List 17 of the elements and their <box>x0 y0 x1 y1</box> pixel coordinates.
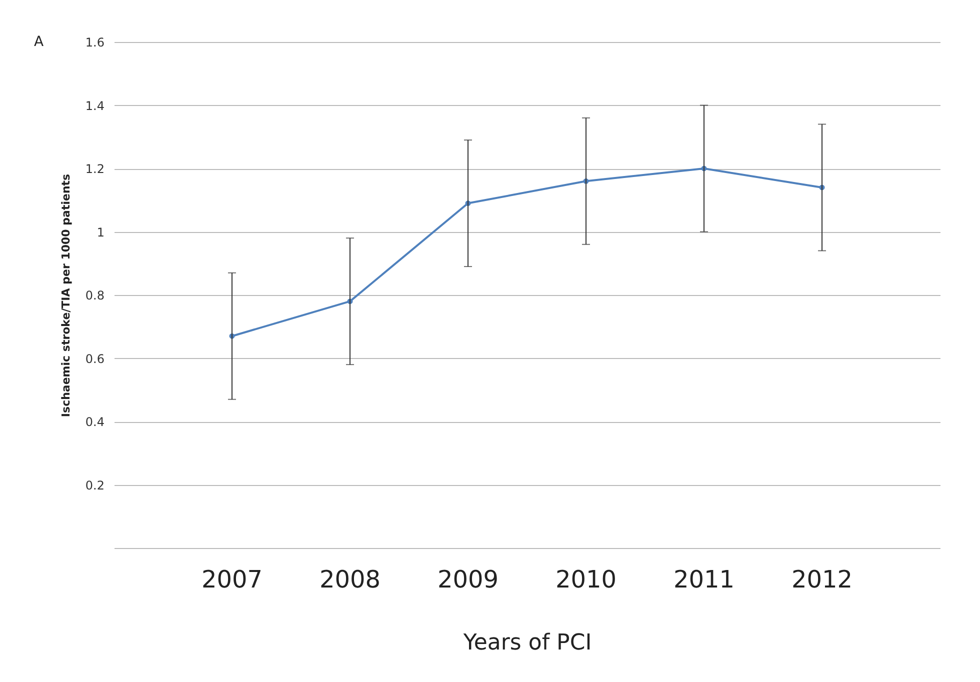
x-tick-label: 2007 <box>201 566 263 594</box>
x-axis-title: Years of PCI <box>462 630 592 656</box>
y-tick-label: 0.8 <box>85 288 104 302</box>
x-tick-label: 2012 <box>791 566 853 594</box>
x-tick-label: 2008 <box>319 566 381 594</box>
y-tick-label: 1.2 <box>85 162 104 176</box>
y-tick-label: 1 <box>96 225 104 240</box>
x-tick-label: 2011 <box>673 566 735 594</box>
y-tick-label: 0.6 <box>85 352 104 366</box>
y-tick-label: 0.2 <box>85 478 104 492</box>
y-tick-label: 1.4 <box>85 98 104 113</box>
y-axis-title: Ischaemic stroke/TIA per 1000 patients <box>59 173 72 418</box>
text: A <box>34 34 44 50</box>
x-tick-label: 2010 <box>555 566 617 594</box>
y-tick-label: 1.6 <box>85 36 104 50</box>
x-tick-label: 2009 <box>437 566 499 594</box>
y-tick-label: 0.4 <box>85 415 104 429</box>
